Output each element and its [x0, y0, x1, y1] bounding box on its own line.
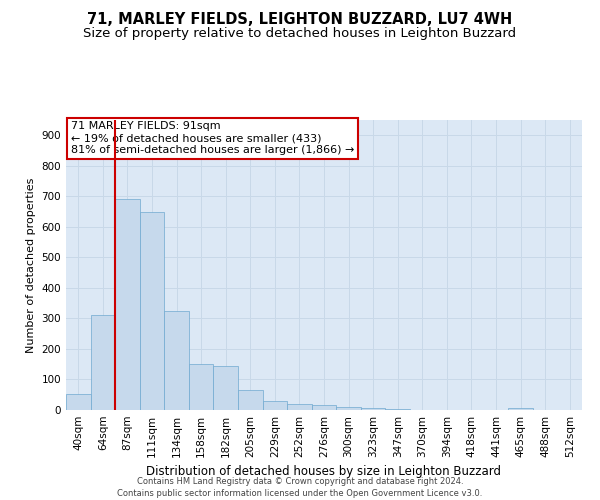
- Bar: [361, 408, 385, 410]
- Bar: [385, 409, 410, 410]
- Bar: [189, 364, 214, 410]
- Bar: [164, 311, 189, 410]
- Bar: [91, 316, 115, 410]
- Text: 71, MARLEY FIELDS, LEIGHTON BUZZARD, LU7 4WH: 71, MARLEY FIELDS, LEIGHTON BUZZARD, LU7…: [88, 12, 512, 28]
- Bar: [508, 408, 533, 410]
- Bar: [336, 407, 361, 410]
- Bar: [214, 366, 238, 410]
- Text: Contains HM Land Registry data © Crown copyright and database right 2024.
Contai: Contains HM Land Registry data © Crown c…: [118, 476, 482, 498]
- X-axis label: Distribution of detached houses by size in Leighton Buzzard: Distribution of detached houses by size …: [146, 466, 502, 478]
- Text: Size of property relative to detached houses in Leighton Buzzard: Size of property relative to detached ho…: [83, 28, 517, 40]
- Bar: [66, 394, 91, 410]
- Bar: [287, 404, 312, 410]
- Bar: [312, 406, 336, 410]
- Bar: [263, 401, 287, 410]
- Bar: [115, 200, 140, 410]
- Text: 71 MARLEY FIELDS: 91sqm
← 19% of detached houses are smaller (433)
81% of semi-d: 71 MARLEY FIELDS: 91sqm ← 19% of detache…: [71, 122, 355, 154]
- Y-axis label: Number of detached properties: Number of detached properties: [26, 178, 36, 352]
- Bar: [238, 390, 263, 410]
- Bar: [140, 212, 164, 410]
